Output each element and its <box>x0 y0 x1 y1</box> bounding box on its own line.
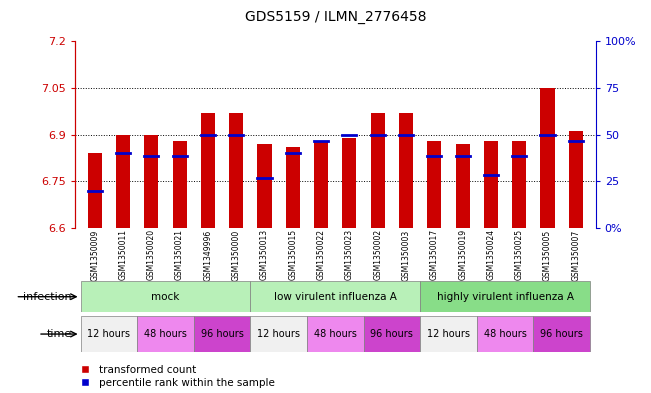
Bar <box>286 147 300 228</box>
Bar <box>81 316 137 352</box>
Bar <box>484 141 498 228</box>
Bar <box>314 141 328 228</box>
Text: 48 hours: 48 hours <box>144 329 187 339</box>
Text: time: time <box>46 329 72 339</box>
Bar <box>229 113 243 228</box>
Bar <box>456 144 470 228</box>
Bar <box>88 153 102 228</box>
Bar <box>251 316 307 352</box>
Text: infection: infection <box>23 292 72 302</box>
Text: 12 hours: 12 hours <box>87 329 130 339</box>
Bar <box>145 134 158 228</box>
Bar <box>512 141 526 228</box>
Text: 12 hours: 12 hours <box>257 329 300 339</box>
Bar <box>116 134 130 228</box>
Bar <box>420 281 590 312</box>
Bar <box>363 316 420 352</box>
Bar <box>533 316 590 352</box>
Bar <box>81 281 251 312</box>
Bar <box>569 132 583 228</box>
Bar <box>420 316 477 352</box>
Bar <box>477 316 533 352</box>
Bar <box>540 88 555 228</box>
Text: 96 hours: 96 hours <box>540 329 583 339</box>
Bar <box>201 113 215 228</box>
Bar <box>257 144 271 228</box>
Bar <box>342 138 357 228</box>
Bar <box>173 141 187 228</box>
Text: 96 hours: 96 hours <box>201 329 243 339</box>
Bar <box>370 113 385 228</box>
Bar <box>399 113 413 228</box>
Bar <box>137 316 194 352</box>
Legend: transformed count, percentile rank within the sample: transformed count, percentile rank withi… <box>80 365 275 388</box>
Bar <box>251 281 420 312</box>
Text: low virulent influenza A: low virulent influenza A <box>274 292 396 302</box>
Text: 96 hours: 96 hours <box>370 329 413 339</box>
Text: mock: mock <box>151 292 180 302</box>
Bar <box>307 316 363 352</box>
Bar <box>194 316 251 352</box>
Text: highly virulent influenza A: highly virulent influenza A <box>437 292 574 302</box>
Bar <box>427 141 441 228</box>
Text: 48 hours: 48 hours <box>484 329 527 339</box>
Text: GDS5159 / ILMN_2776458: GDS5159 / ILMN_2776458 <box>245 9 426 24</box>
Text: 12 hours: 12 hours <box>427 329 470 339</box>
Text: 48 hours: 48 hours <box>314 329 357 339</box>
